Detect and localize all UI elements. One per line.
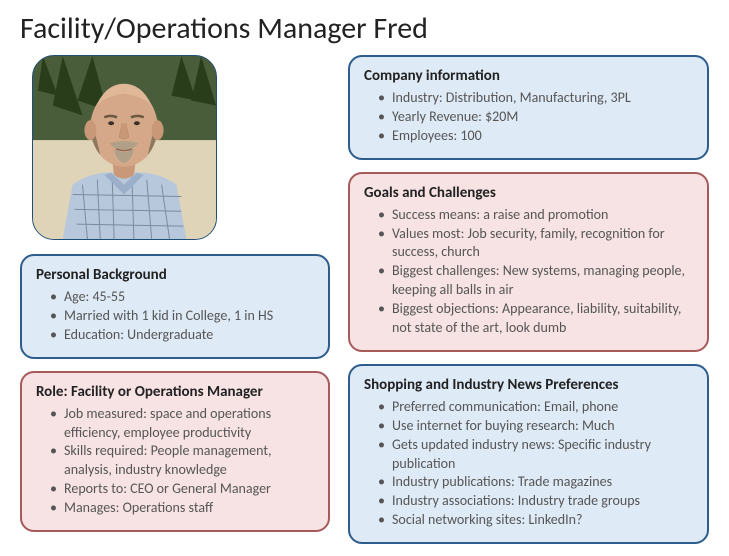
list-item: Industry associations: Industry trade gr… (378, 492, 693, 511)
list-item: Employees: 100 (378, 127, 693, 146)
list-item: Biggest challenges: New systems, managin… (378, 262, 693, 300)
list-item: Industry: Distribution, Manufacturing, 3… (378, 89, 693, 108)
shopping-list: Preferred communication: Email, phone Us… (364, 398, 693, 530)
list-item: Married with 1 kid in College, 1 in HS (50, 307, 314, 326)
goals-list: Success means: a raise and promotion Val… (364, 206, 693, 338)
shopping-preferences-card: Shopping and Industry News Preferences P… (348, 364, 709, 544)
list-item: Gets updated industry news: Specific ind… (378, 436, 693, 474)
list-item: Education: Undergraduate (50, 326, 314, 345)
goals-challenges-card: Goals and Challenges Success means: a ra… (348, 172, 709, 352)
list-item: Skills required: People management, anal… (50, 442, 314, 480)
card-heading: Personal Background (36, 266, 314, 284)
right-column: Company information Industry: Distributi… (348, 55, 709, 556)
company-info-card: Company information Industry: Distributi… (348, 55, 709, 160)
list-item: Age: 45-55 (50, 288, 314, 307)
personal-background-card: Personal Background Age: 45-55 Married w… (20, 254, 330, 359)
list-item: Success means: a raise and promotion (378, 206, 693, 225)
list-item: Use internet for buying research: Much (378, 417, 693, 436)
list-item: Social networking sites: LinkedIn? (378, 511, 693, 530)
card-heading: Shopping and Industry News Preferences (364, 376, 693, 394)
card-heading: Company information (364, 67, 693, 85)
role-card: Role: Facility or Operations Manager Job… (20, 371, 330, 532)
list-item: Biggest objections: Appearance, liabilit… (378, 300, 693, 338)
personal-list: Age: 45-55 Married with 1 kid in College… (36, 288, 314, 345)
company-list: Industry: Distribution, Manufacturing, 3… (364, 89, 693, 146)
page-title: Facility/Operations Manager Fred (20, 10, 709, 47)
list-item: Preferred communication: Email, phone (378, 398, 693, 417)
list-item: Job measured: space and operations effic… (50, 405, 314, 443)
role-list: Job measured: space and operations effic… (36, 405, 314, 518)
card-heading: Role: Facility or Operations Manager (36, 383, 314, 401)
card-heading: Goals and Challenges (364, 184, 693, 202)
list-item: Values most: Job security, family, recog… (378, 225, 693, 263)
left-column: Personal Background Age: 45-55 Married w… (20, 55, 330, 556)
persona-photo (32, 55, 217, 240)
list-item: Yearly Revenue: $20M (378, 108, 693, 127)
columns: Personal Background Age: 45-55 Married w… (20, 55, 709, 556)
list-item: Manages: Operations staff (50, 499, 314, 518)
list-item: Industry publications: Trade magazines (378, 473, 693, 492)
list-item: Reports to: CEO or General Manager (50, 480, 314, 499)
